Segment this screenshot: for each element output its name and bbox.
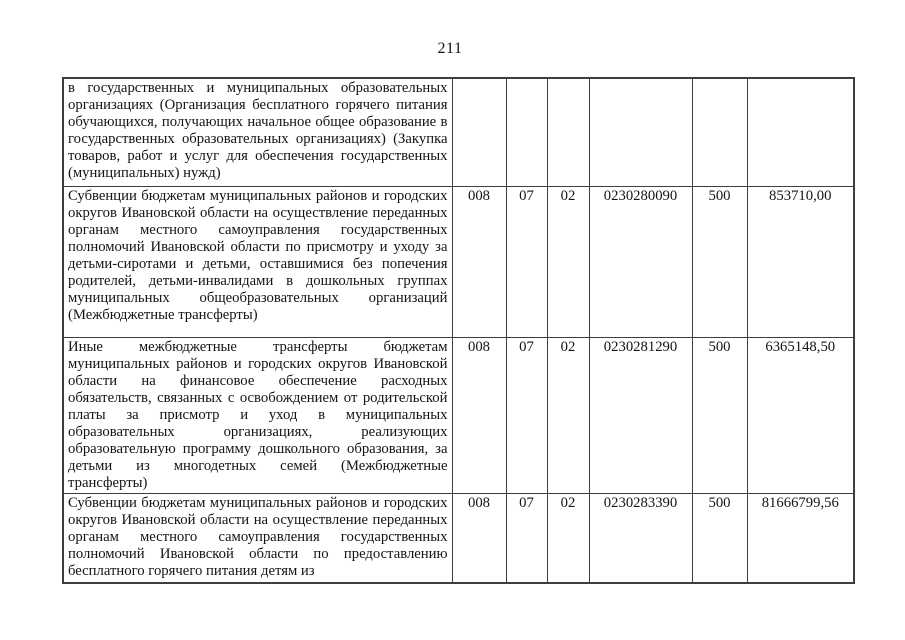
cell-section-code bbox=[505, 79, 548, 187]
cell-subsection-code bbox=[546, 79, 590, 187]
cell-expense-type-code: 500 bbox=[691, 336, 748, 494]
cell-amount bbox=[746, 79, 853, 187]
cell-subsection-code: 02 bbox=[546, 185, 590, 338]
cell-section-code: 07 bbox=[505, 185, 548, 338]
cell-subsection-code: 02 bbox=[546, 336, 590, 494]
cell-expense-type-code: 500 bbox=[691, 185, 748, 338]
cell-expense-type-code bbox=[691, 79, 748, 187]
cell-amount: 853710,00 bbox=[746, 185, 853, 338]
cell-amount: 6365148,50 bbox=[746, 336, 853, 494]
cell-grbs-code: 008 bbox=[451, 185, 507, 338]
budget-table-container: в государственных и муниципальных образо… bbox=[62, 77, 855, 584]
cell-target-article-code bbox=[588, 79, 693, 187]
cell-amount: 81666799,56 bbox=[746, 492, 853, 582]
cell-section-code: 07 bbox=[505, 336, 548, 494]
cell-description: Субвенции бюджетам муниципальных районов… bbox=[64, 492, 453, 582]
cell-target-article-code: 0230280090 bbox=[588, 185, 693, 338]
cell-description: Субвенции бюджетам муниципальных районов… bbox=[64, 185, 453, 338]
cell-grbs-code: 008 bbox=[451, 492, 507, 582]
cell-grbs-code: 008 bbox=[451, 336, 507, 494]
table-row: Субвенции бюджетам муниципальных районов… bbox=[64, 185, 853, 338]
cell-description: Иные межбюджетные трансферты бюджетам му… bbox=[64, 336, 453, 494]
cell-subsection-code: 02 bbox=[546, 492, 590, 582]
cell-expense-type-code: 500 bbox=[691, 492, 748, 582]
budget-table-body: в государственных и муниципальных образо… bbox=[64, 79, 853, 582]
cell-section-code: 07 bbox=[505, 492, 548, 582]
page-number: 211 bbox=[437, 40, 463, 57]
table-row: в государственных и муниципальных образо… bbox=[64, 79, 853, 187]
table-row: Субвенции бюджетам муниципальных районов… bbox=[64, 492, 853, 582]
cell-description: в государственных и муниципальных образо… bbox=[64, 79, 453, 187]
cell-target-article-code: 0230281290 bbox=[588, 336, 693, 494]
cell-grbs-code bbox=[451, 79, 507, 187]
cell-target-article-code: 0230283390 bbox=[588, 492, 693, 582]
table-row: Иные межбюджетные трансферты бюджетам му… bbox=[64, 336, 853, 494]
budget-table: в государственных и муниципальных образо… bbox=[64, 79, 853, 582]
